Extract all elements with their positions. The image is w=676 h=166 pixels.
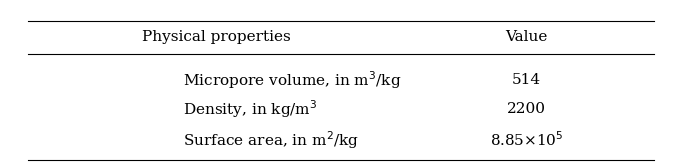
Text: 514: 514: [512, 73, 541, 87]
Text: Value: Value: [506, 30, 548, 44]
Text: Density, in kg/m$^3$: Density, in kg/m$^3$: [183, 98, 318, 120]
Text: 2200: 2200: [507, 102, 546, 116]
Text: 8.85×10$^5$: 8.85×10$^5$: [489, 131, 563, 149]
Text: Physical properties: Physical properties: [143, 30, 291, 44]
Text: Micropore volume, in m$^3$/kg: Micropore volume, in m$^3$/kg: [183, 69, 402, 91]
Text: Surface area, in m$^2$/kg: Surface area, in m$^2$/kg: [183, 129, 359, 151]
